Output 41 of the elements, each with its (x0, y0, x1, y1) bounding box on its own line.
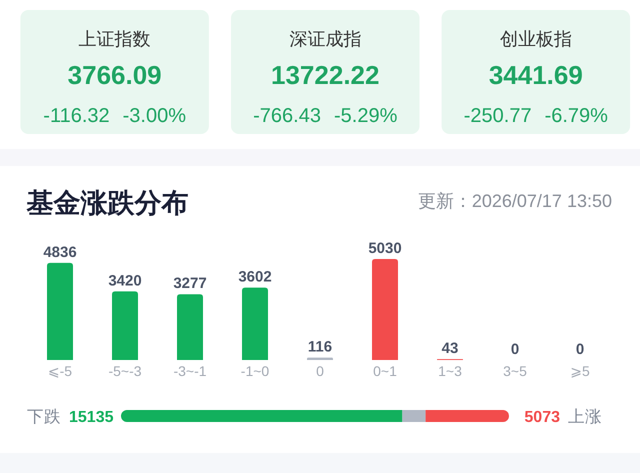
text: 下跌 (27, 408, 61, 426)
data-label: 43 (442, 340, 458, 358)
bar (372, 259, 398, 360)
text: 3766.09 (68, 60, 162, 90)
text: -250.77 (464, 105, 532, 127)
chart-title: 基金涨跌分布 (26, 188, 188, 218)
bar (242, 288, 268, 360)
text: -116.32 (43, 105, 110, 127)
text: 上涨 (568, 408, 602, 426)
x-tick-label: 1~3 (438, 363, 462, 379)
bar (47, 262, 73, 360)
x-tick-label: ⩾5 (570, 363, 590, 379)
text: 上证指数 (78, 29, 151, 49)
data-label: 5030 (368, 240, 402, 257)
text: -6.79% (544, 105, 608, 127)
data-label: 116 (308, 338, 332, 356)
text: 13722.22 (271, 60, 380, 90)
text: 3441.69 (488, 60, 583, 90)
text: 创业板指 (500, 29, 572, 49)
text: 更新：2026/07/17 13:50 (418, 191, 612, 211)
data-label: 0 (510, 341, 520, 358)
data-label: 3277 (173, 275, 207, 292)
bar (177, 294, 203, 360)
x-tick-label: -1~0 (240, 363, 270, 379)
x-tick-label: 3~5 (503, 363, 528, 379)
text: 5073 (524, 409, 560, 426)
text: 15135 (69, 409, 114, 426)
x-tick-label: 0~1 (373, 363, 398, 379)
x-tick-label: 0 (316, 363, 324, 379)
x-tick-label: -5~-3 (108, 363, 142, 379)
x-tick-label: ⩽-5 (48, 363, 72, 379)
data-label: 4836 (43, 244, 77, 261)
text: -3.00% (122, 105, 186, 127)
data-label: 3602 (238, 268, 272, 286)
data-label: 3420 (108, 272, 142, 290)
text: -5.29% (334, 105, 398, 127)
x-tick-label: -3~-1 (173, 363, 207, 379)
data-label: 0 (576, 341, 584, 358)
text: 深证成指 (289, 29, 362, 49)
text: -766.43 (253, 105, 321, 127)
bar (112, 291, 138, 360)
